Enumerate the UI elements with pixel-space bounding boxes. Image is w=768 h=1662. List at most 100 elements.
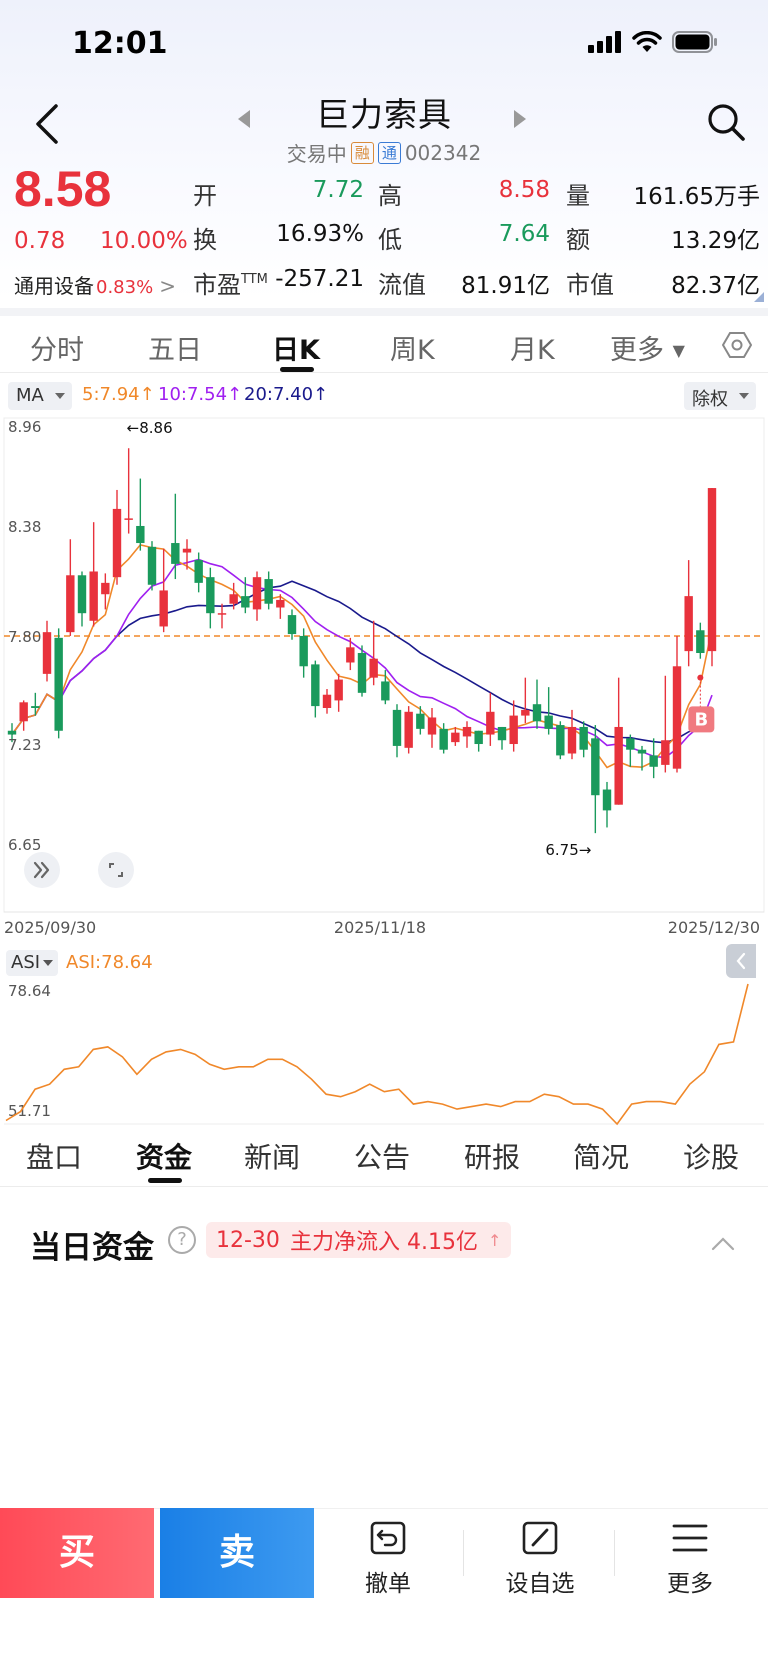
capital-flow-title: 当日资金 xyxy=(30,1230,154,1266)
candle xyxy=(252,571,262,621)
prev-stock-arrow[interactable] xyxy=(238,110,250,128)
quote-label-amount: 额 xyxy=(566,226,590,254)
candle xyxy=(474,730,483,752)
candle-body xyxy=(416,713,425,729)
quote-value-turnover: 16.93% xyxy=(276,221,364,247)
add-watchlist-button[interactable]: 设自选 xyxy=(480,1520,600,1598)
candle xyxy=(661,675,670,773)
tab-weekly-k[interactable]: 周K xyxy=(390,335,435,366)
tab-more[interactable]: 更多 ▼ xyxy=(610,335,685,366)
candle xyxy=(66,539,75,636)
candle-body xyxy=(404,711,413,748)
more-button[interactable]: 更多 xyxy=(630,1520,750,1598)
quote-value-pe: -257.21 xyxy=(275,266,364,292)
tab-capital-flow[interactable]: 资金 xyxy=(136,1141,193,1174)
stock-title: 巨力索具 交易中 融 通 002342 xyxy=(0,88,768,167)
candle-body xyxy=(602,789,612,811)
candle-body xyxy=(521,709,530,716)
candle-body xyxy=(287,615,297,635)
x-axis-label: 2025/09/30 xyxy=(4,918,96,937)
cancel-order-button[interactable]: 撤单 xyxy=(328,1520,448,1598)
candle xyxy=(241,577,250,614)
search-icon[interactable] xyxy=(706,102,746,142)
candle-body xyxy=(54,637,63,731)
chart-settings-icon[interactable] xyxy=(722,330,752,360)
tab-monthly-k[interactable]: 月K xyxy=(510,335,555,366)
tab-intraday[interactable]: 分时 xyxy=(30,335,84,366)
candle-body xyxy=(684,596,693,652)
candle-body xyxy=(486,711,495,735)
candle xyxy=(299,628,308,678)
ma-selector[interactable]: MA xyxy=(8,382,72,410)
collapse-panel-button[interactable] xyxy=(726,944,756,978)
tab-announcements[interactable]: 公告 xyxy=(354,1141,411,1174)
adjust-selector[interactable]: 除权 xyxy=(684,382,756,410)
candle xyxy=(579,721,588,758)
tab-research[interactable]: 研报 xyxy=(464,1141,521,1174)
candle-body xyxy=(229,594,238,604)
sell-button[interactable]: 卖 xyxy=(160,1508,314,1598)
cancel-order-label: 撤单 xyxy=(365,1571,411,1597)
quote-label-market-cap: 市值 xyxy=(566,271,614,299)
candle xyxy=(31,692,40,716)
next-stock-arrow[interactable] xyxy=(514,110,526,128)
add-watchlist-label: 设自选 xyxy=(505,1571,575,1597)
candle xyxy=(497,726,507,750)
candle-body xyxy=(637,749,647,754)
help-icon[interactable]: ? xyxy=(168,1226,196,1254)
candle-body xyxy=(264,579,273,604)
candle xyxy=(544,687,553,735)
candle-body xyxy=(276,599,285,608)
asi-line xyxy=(5,983,749,1126)
tab-daily-k[interactable]: 日K xyxy=(272,335,320,366)
candle-body xyxy=(66,575,75,633)
last-price: 8.58 xyxy=(14,161,112,217)
asi-selector[interactable]: ASI xyxy=(6,950,58,976)
kline-chart[interactable]: 8.96 8.38 7.80 7.23 6.65 2025/09/30 2025/11/18… xyxy=(0,416,768,944)
candle-body xyxy=(322,694,332,708)
battery-icon xyxy=(672,31,717,53)
candle xyxy=(591,725,600,834)
stock-name: 巨力索具 xyxy=(316,95,452,134)
scroll-to-latest-button[interactable] xyxy=(24,852,60,888)
expand-quote-corner[interactable] xyxy=(754,292,764,302)
capital-flow-label: 主力净流入 4.15亿 xyxy=(289,1230,478,1255)
asi-y-label: 51.71 xyxy=(8,1102,51,1120)
candle xyxy=(147,541,157,591)
candle-body xyxy=(206,577,215,614)
candle-body xyxy=(334,679,343,701)
candle-body xyxy=(124,518,133,520)
candle xyxy=(124,448,133,534)
candle-body xyxy=(626,738,635,750)
candle xyxy=(637,745,647,771)
candle-body xyxy=(159,590,168,627)
tab-five-day[interactable]: 五日 xyxy=(148,335,202,366)
stock-code: 002342 xyxy=(404,140,482,165)
candle xyxy=(334,673,343,712)
tab-order-book[interactable]: 盘口 xyxy=(26,1141,83,1174)
cancel-order-icon xyxy=(370,1521,406,1555)
cellular-signal-icon xyxy=(588,31,621,53)
candle xyxy=(89,522,98,627)
candle-body xyxy=(427,717,437,735)
tab-diagnosis[interactable]: 诊股 xyxy=(683,1141,740,1174)
quote-label-float-cap: 流值 xyxy=(378,271,426,299)
chevron-up-icon[interactable] xyxy=(708,1234,738,1254)
candle-body xyxy=(369,658,378,678)
asi-chart[interactable]: 78.64 51.71 xyxy=(0,976,768,1126)
tabs-divider xyxy=(0,372,768,373)
tab-news[interactable]: 新闻 xyxy=(244,1141,301,1174)
status-time: 12:01 xyxy=(72,26,168,61)
candle-body xyxy=(509,715,518,745)
buy-button[interactable]: 买 xyxy=(0,1508,154,1598)
up-arrow-icon: ↑ xyxy=(487,1230,502,1250)
tab-profile[interactable]: 简况 xyxy=(573,1141,630,1174)
quote-value-low: 7.64 xyxy=(498,221,550,247)
candle xyxy=(684,560,693,667)
quote-value-amount: 13.29亿 xyxy=(671,228,760,254)
candle-body xyxy=(672,666,682,769)
industry-link[interactable]: 通用设备 0.83% > xyxy=(14,270,176,299)
back-button[interactable] xyxy=(28,98,68,150)
expand-icon xyxy=(109,863,123,877)
fullscreen-button[interactable] xyxy=(98,852,134,888)
